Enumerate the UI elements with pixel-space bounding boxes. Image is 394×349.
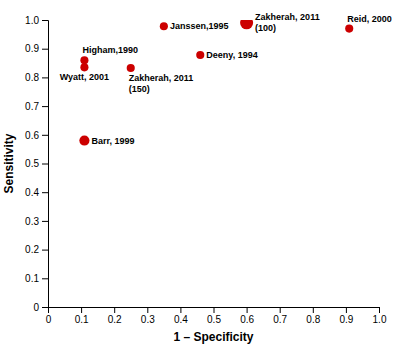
y-tick-label: 0.1 [25,273,39,284]
y-tick-mark [42,49,48,50]
x-tick-mark [147,307,148,313]
points [79,20,353,146]
y-axis: 0 0.1 0.2 0.3 0.4 0.5 0.6 0.7 0.8 0.9 1.0 [25,15,48,313]
point-label: Janssen,1995 [170,21,229,31]
point [127,64,135,72]
y-tick: 0 [33,302,48,313]
x-tick: 1.0 [373,307,387,325]
x-tick-label: 0.4 [174,314,188,325]
y-tick-mark [42,278,48,279]
x-tick-mark [313,307,314,313]
y-tick: 0.1 [25,273,48,284]
x-axis-line [49,308,380,314]
x-tick-label: 0.3 [141,314,155,325]
y-tick: 0.3 [25,216,48,227]
y-tick: 0.8 [25,72,48,83]
point-label: Higham,1990 [82,45,138,55]
point-label: Wyatt, 2001 [60,72,109,82]
y-tick: 0.7 [25,101,48,112]
y-tick: 1.0 [25,15,48,26]
x-axis-title: 1 – Specificity [173,330,253,344]
x-tick-label: 0.5 [207,314,221,325]
x-tick-label: 0.1 [75,314,89,325]
x-tick-mark [346,307,347,313]
point-label: Zakherah, 2011(100) [255,12,320,33]
y-tick-mark [42,77,48,78]
x-tick-label: 0.2 [108,314,122,325]
point [196,51,204,59]
x-tick: 0.2 [108,307,122,325]
y-axis-title: Sensitivity [2,133,16,193]
point [345,25,353,33]
y-tick-label: 0.2 [25,244,39,255]
plot: 0 0.1 0.2 0.3 0.4 0.5 0.6 0.7 0.8 0.9 1.0 0 0.1 0.2 0.… [25,15,387,325]
y-tick: 0.6 [25,130,48,141]
y-tick-label: 1.0 [25,15,39,26]
y-tick-label: 0.8 [25,72,39,83]
point-labels: Higham,1990 Wyatt, 2001 Janssen,1995 Zakher… [60,12,392,145]
y-tick-label: 0.9 [25,43,39,54]
point [80,63,88,71]
y-tick-mark [42,164,48,165]
y-axis-line [42,21,49,308]
y-tick: 0.4 [25,187,48,198]
x-tick-label: 1.0 [373,314,387,325]
x-tick-label: 0 [46,314,52,325]
x-tick: 0.4 [174,307,188,325]
x-tick-mark [114,307,115,313]
x-tick-label: 0.9 [339,314,353,325]
y-tick: 0.2 [25,244,48,255]
y-tick-mark [42,106,48,107]
point-label: Reid, 2000 [347,14,392,24]
chart: 0 0.1 0.2 0.3 0.4 0.5 0.6 0.7 0.8 0.9 1.0 0 0.1 0.2 0.… [0,0,394,349]
x-tick-mark [247,307,248,313]
y-tick: 0.9 [25,43,48,54]
y-tick-label: 0.7 [25,101,39,112]
point [79,135,89,145]
x-axis: 0 0.1 0.2 0.3 0.4 0.5 0.6 0.7 0.8 0.9 1.0 [46,307,387,325]
point-label: Barr, 1999 [91,136,134,146]
y-tick-label: 0.3 [25,216,39,227]
x-tick: 0.8 [306,307,320,325]
x-tick-label: 0.8 [306,314,320,325]
y-tick-mark [42,135,48,136]
x-tick: 0.6 [240,307,254,325]
point-label: Zakherah, 2011(150) [129,73,194,94]
x-tick: 0.3 [141,307,155,325]
point [160,22,168,30]
y-tick-mark [42,250,48,251]
y-tick-label: 0 [33,302,39,313]
x-tick: 0.7 [273,307,287,325]
y-tick-label: 0.5 [25,158,39,169]
y-tick-label: 0.6 [25,130,39,141]
y-tick-mark [42,192,48,193]
x-tick-mark [379,307,380,313]
x-tick: 0.5 [207,307,221,325]
y-tick-mark [42,307,48,308]
y-tick-label: 0.4 [25,187,39,198]
x-tick-mark [180,307,181,313]
x-tick-mark [280,307,281,313]
y-tick-mark [42,20,48,21]
y-tick: 0.5 [25,158,48,169]
point [80,56,88,64]
x-tick-mark [214,307,215,313]
point [240,20,253,29]
x-tick: 0.1 [75,307,89,325]
point-label: Deeny, 1994 [206,50,257,60]
x-tick-mark [81,307,82,313]
y-tick-mark [42,221,48,222]
x-tick-label: 0.6 [240,314,254,325]
x-tick-label: 0.7 [273,314,287,325]
x-tick: 0.9 [339,307,353,325]
x-tick: 0 [46,307,52,325]
